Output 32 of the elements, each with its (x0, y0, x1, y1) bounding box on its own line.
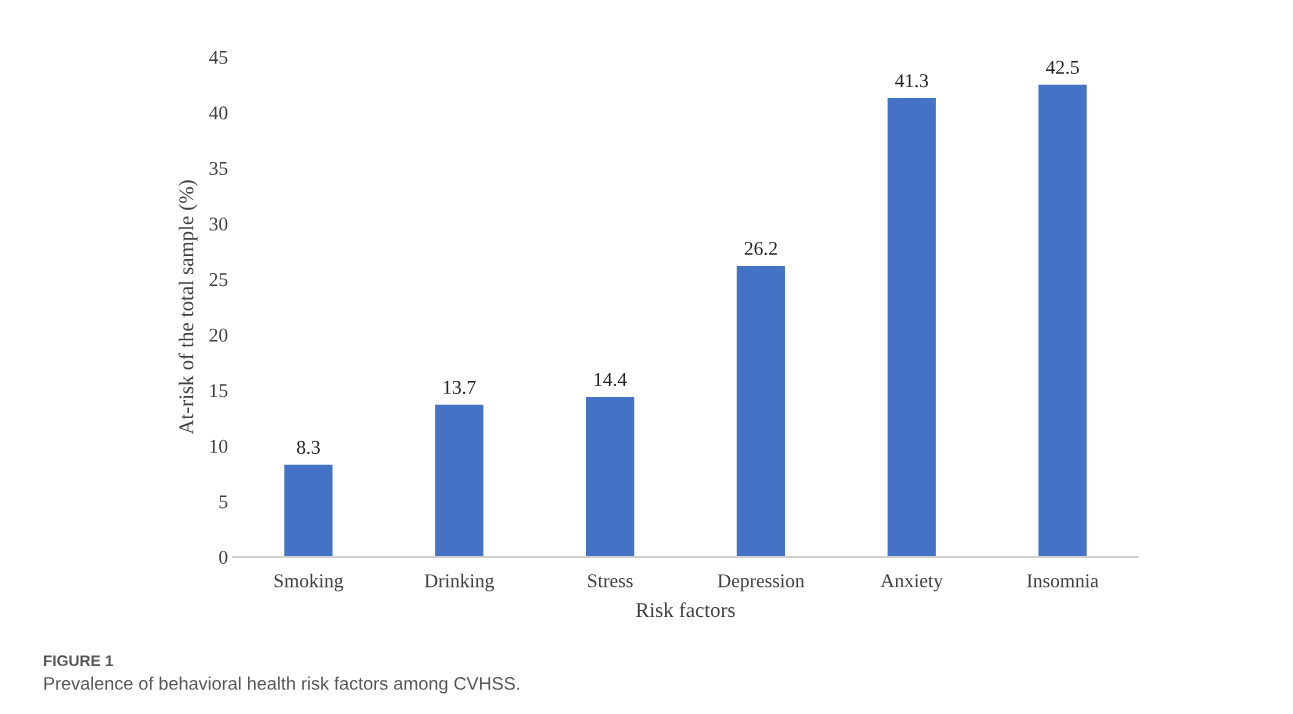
y-tick-label: 20 (209, 328, 228, 342)
y-tick-label: 35 (209, 161, 228, 176)
y-tick-label: 30 (209, 217, 228, 231)
y-tick-label: 40 (209, 106, 228, 120)
y-tick-label: 25 (209, 273, 228, 287)
bar (585, 397, 635, 557)
x-tick-label: Insomnia (1027, 574, 1099, 588)
x-axis-title: Risk factors (636, 602, 735, 618)
x-tick-label: Drinking (424, 573, 494, 592)
y-tick-label: 45 (209, 50, 228, 64)
y-axis-title: At-risk of the total sample (%) (178, 180, 198, 435)
x-tick-label: Depression (717, 574, 805, 592)
data-label: 41.3 (895, 74, 928, 88)
data-label: 26.2 (744, 241, 777, 256)
y-tick-label: 5 (219, 495, 228, 509)
text: Prevalence of behavioral health risk factors among CVHSS. (44, 676, 520, 694)
bar (887, 98, 936, 557)
x-tick-label: Smoking (274, 573, 344, 592)
x-tick-label: Stress (588, 574, 633, 588)
data-label: 14.4 (594, 373, 627, 387)
bar (1038, 84, 1087, 557)
bar (284, 464, 333, 557)
data-label: 8.3 (297, 440, 320, 454)
x-tick-label: Anxiety (880, 574, 943, 592)
y-tick-label: 10 (210, 439, 228, 453)
bar (435, 404, 484, 557)
caption: FIGURE 1 (44, 655, 114, 667)
data-label: 42.5 (1045, 60, 1079, 74)
y-tick-label: 15 (210, 384, 228, 398)
y-tick-label: 0 (219, 550, 228, 564)
bar (736, 265, 786, 557)
data-label: 13.7 (443, 380, 476, 394)
